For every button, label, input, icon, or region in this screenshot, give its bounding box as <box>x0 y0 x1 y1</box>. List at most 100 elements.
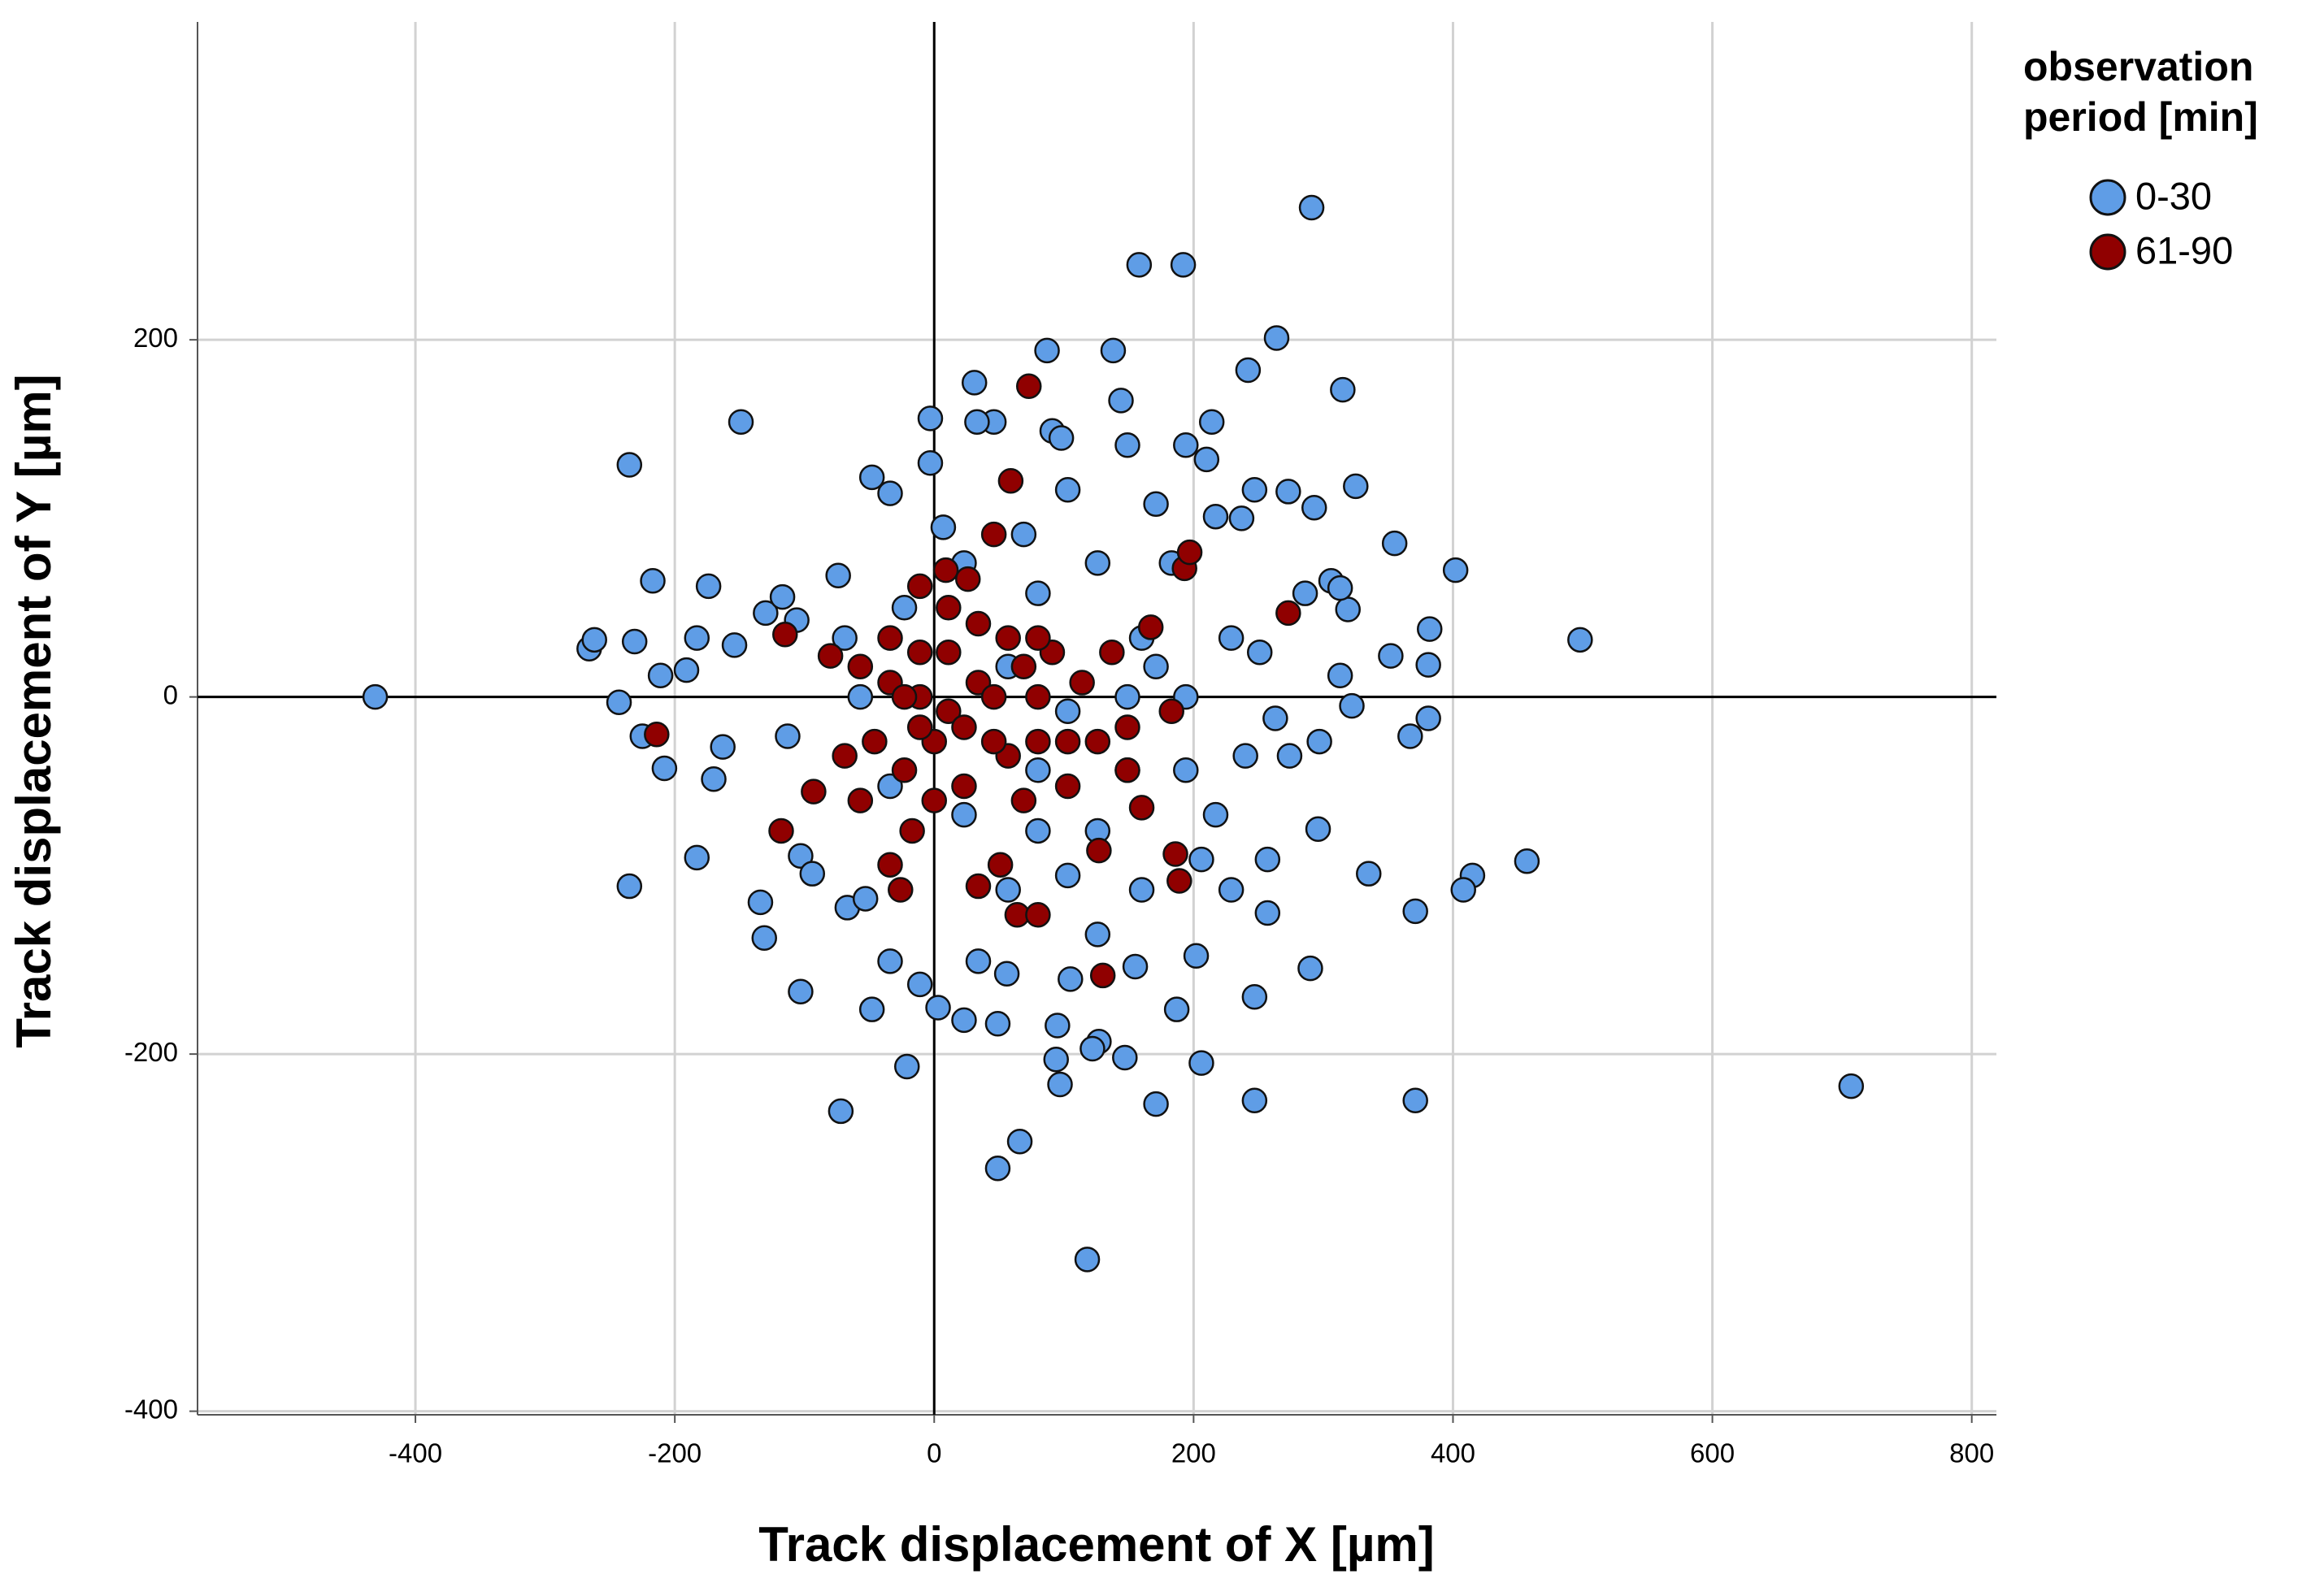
data-point <box>1043 1046 1069 1073</box>
data-point <box>1298 194 1325 221</box>
data-point <box>1838 1073 1865 1099</box>
data-point <box>1025 728 1051 755</box>
data-point <box>721 632 748 658</box>
data-point <box>640 568 666 594</box>
data-point <box>1188 846 1214 873</box>
data-point <box>921 787 948 813</box>
data-point <box>1254 900 1281 926</box>
data-point <box>995 625 1021 651</box>
data-point <box>1301 494 1327 521</box>
data-point <box>1047 1071 1073 1098</box>
data-point <box>965 948 992 974</box>
data-point <box>1327 575 1353 601</box>
y-axis-title: Track displacement of Y [µm] <box>7 374 61 1047</box>
data-point <box>906 573 933 600</box>
data-point <box>930 514 957 540</box>
data-point <box>1128 795 1155 821</box>
data-point <box>1415 705 1441 731</box>
data-point <box>936 639 962 666</box>
data-point <box>997 467 1024 494</box>
data-point <box>1058 966 1084 992</box>
data-point <box>1079 1035 1106 1062</box>
data-point <box>1567 627 1593 653</box>
data-point <box>1241 476 1268 503</box>
data-point <box>710 734 736 760</box>
data-point <box>832 625 858 651</box>
data-point <box>1232 743 1258 769</box>
data-point <box>936 595 962 621</box>
data-point <box>984 1011 1011 1037</box>
data-point <box>1193 446 1220 473</box>
data-point <box>828 1098 854 1125</box>
data-point <box>1415 652 1441 678</box>
data-point <box>1158 698 1184 724</box>
data-point <box>1114 757 1140 783</box>
data-point <box>768 818 794 844</box>
data-point <box>1128 877 1155 903</box>
data-point <box>1183 943 1210 969</box>
data-point <box>1034 337 1060 364</box>
data-point <box>1198 409 1225 435</box>
legend-title: observation <box>2023 44 2253 89</box>
data-point <box>801 778 827 805</box>
data-point <box>1173 757 1199 783</box>
data-point <box>647 662 674 689</box>
data-point <box>1025 818 1051 844</box>
data-point <box>965 670 992 696</box>
data-point <box>1202 801 1229 828</box>
data-point <box>1176 539 1203 566</box>
data-point <box>1202 503 1229 530</box>
data-point <box>621 628 648 655</box>
data-point <box>788 843 814 869</box>
y-tick-label: -400 <box>124 1394 178 1424</box>
data-point <box>581 627 607 653</box>
data-point <box>1381 530 1408 557</box>
data-point <box>1343 473 1369 500</box>
data-point <box>1084 728 1111 755</box>
data-point <box>1170 252 1197 278</box>
data-point <box>616 873 643 900</box>
data-point <box>1241 984 1268 1010</box>
data-point <box>1025 580 1051 606</box>
data-point <box>1173 432 1199 458</box>
legend-marker <box>2089 179 2126 216</box>
data-point <box>1114 714 1140 740</box>
data-point <box>728 409 754 435</box>
data-point <box>1054 476 1081 503</box>
data-point <box>1450 877 1476 903</box>
data-point <box>751 925 777 952</box>
data-point <box>891 757 918 783</box>
data-point <box>951 1007 977 1034</box>
data-point <box>932 557 959 583</box>
data-point <box>1143 491 1169 518</box>
data-point <box>1069 670 1095 696</box>
data-point <box>891 683 918 710</box>
data-point <box>825 562 851 588</box>
data-point <box>980 521 1007 548</box>
data-point <box>747 889 774 916</box>
data-point <box>1025 757 1051 783</box>
data-point <box>987 852 1014 878</box>
data-point <box>1275 600 1301 627</box>
data-point <box>1262 705 1288 731</box>
data-point <box>906 971 933 998</box>
x-tick-label: 400 <box>1431 1438 1475 1468</box>
legend-label: 61-90 <box>2135 228 2233 271</box>
data-point <box>1378 643 1404 669</box>
data-point <box>965 610 992 637</box>
data-point <box>877 625 903 651</box>
data-point <box>877 852 903 878</box>
x-tick-label: -400 <box>389 1438 442 1468</box>
data-point <box>954 566 981 592</box>
data-point <box>775 723 801 749</box>
data-point <box>925 995 951 1021</box>
legend-marker <box>2089 233 2126 271</box>
data-point <box>1015 373 1042 400</box>
data-point <box>951 801 977 828</box>
data-point <box>877 948 903 974</box>
data-point <box>1126 252 1153 278</box>
data-point <box>1442 557 1469 583</box>
data-point <box>917 406 944 432</box>
data-point <box>1162 841 1188 867</box>
